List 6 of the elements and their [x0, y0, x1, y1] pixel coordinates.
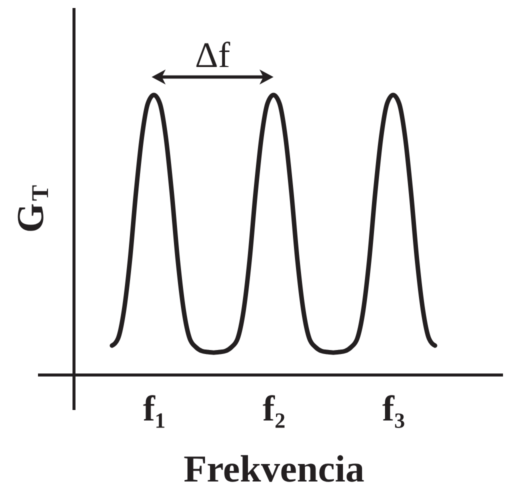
text: Δf — [195, 35, 230, 75]
y-axis-title: GT — [10, 184, 54, 233]
x-axis-title: Frekvencia — [184, 448, 364, 490]
x-tick-label: f₃ — [382, 388, 406, 428]
x-tick-label: f₁ — [142, 388, 166, 428]
x-tick-label: f₂ — [262, 388, 286, 428]
